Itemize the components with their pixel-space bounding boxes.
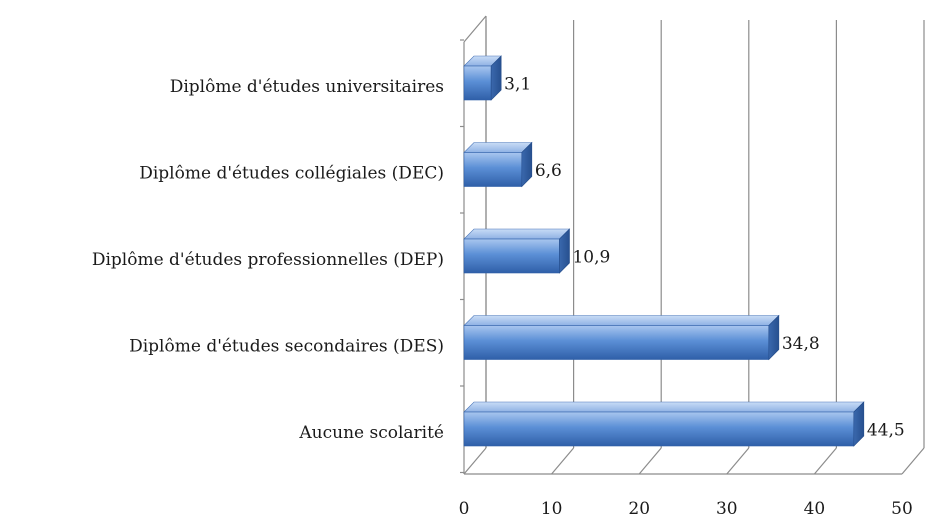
category-label-3: Diplôme d'études secondaires (DES) — [129, 336, 444, 356]
bar-0 — [463, 55, 502, 101]
bar-top-face — [463, 315, 780, 326]
bar-front-face — [463, 411, 855, 447]
bar-end-face — [559, 228, 570, 274]
bar-front-face — [463, 65, 492, 101]
floor-line-30 — [726, 447, 750, 475]
bar-2 — [463, 228, 571, 274]
bar-front-face — [463, 152, 523, 187]
x-tick-label-20: 20 — [628, 499, 650, 519]
floor-line-20 — [638, 447, 662, 475]
x-tick-label-40: 40 — [804, 499, 826, 519]
bar-end-face — [768, 314, 780, 361]
data-label-0: 3,1 — [504, 75, 531, 95]
data-label-1: 6,6 — [535, 161, 562, 181]
bar-end-face — [521, 141, 533, 188]
data-label-4: 44,5 — [867, 421, 905, 441]
bar-end-face — [853, 401, 865, 447]
x-tick-label-10: 10 — [541, 499, 563, 519]
floor-line-0 — [463, 447, 487, 475]
bar-top-face — [463, 142, 533, 153]
gridlines — [463, 20, 925, 475]
category-label-2: Diplôme d'études professionnelles (DEP) — [92, 250, 444, 270]
floor-line-10 — [551, 447, 575, 475]
floor-line-50 — [901, 447, 925, 475]
x-tick-label-50: 50 — [891, 499, 913, 519]
bar-front-face — [463, 325, 770, 360]
bars — [463, 55, 865, 447]
bar-3 — [463, 314, 780, 361]
bar-4 — [463, 401, 865, 447]
bar-end-face — [490, 55, 502, 101]
data-label-2: 10,9 — [572, 248, 610, 268]
bar-top-face — [463, 401, 865, 413]
category-label-1: Diplôme d'études collégiales (DEC) — [139, 163, 444, 183]
bar-1 — [463, 141, 533, 188]
bar-top-face — [463, 228, 571, 240]
category-label-0: Diplôme d'études universitaires — [170, 77, 444, 97]
x-tick-label-30: 30 — [716, 499, 738, 519]
category-label-4: Aucune scolarité — [298, 423, 444, 443]
x-tick-label-0: 0 — [459, 499, 470, 519]
side-wall-top-edge — [463, 15, 487, 43]
floor-line-40 — [813, 447, 837, 475]
labels: 0 10 20 30 40 50 3,1 Diplôme d'études universit… — [92, 75, 913, 520]
data-label-3: 34,8 — [782, 334, 820, 354]
bar-front-face — [463, 238, 560, 274]
